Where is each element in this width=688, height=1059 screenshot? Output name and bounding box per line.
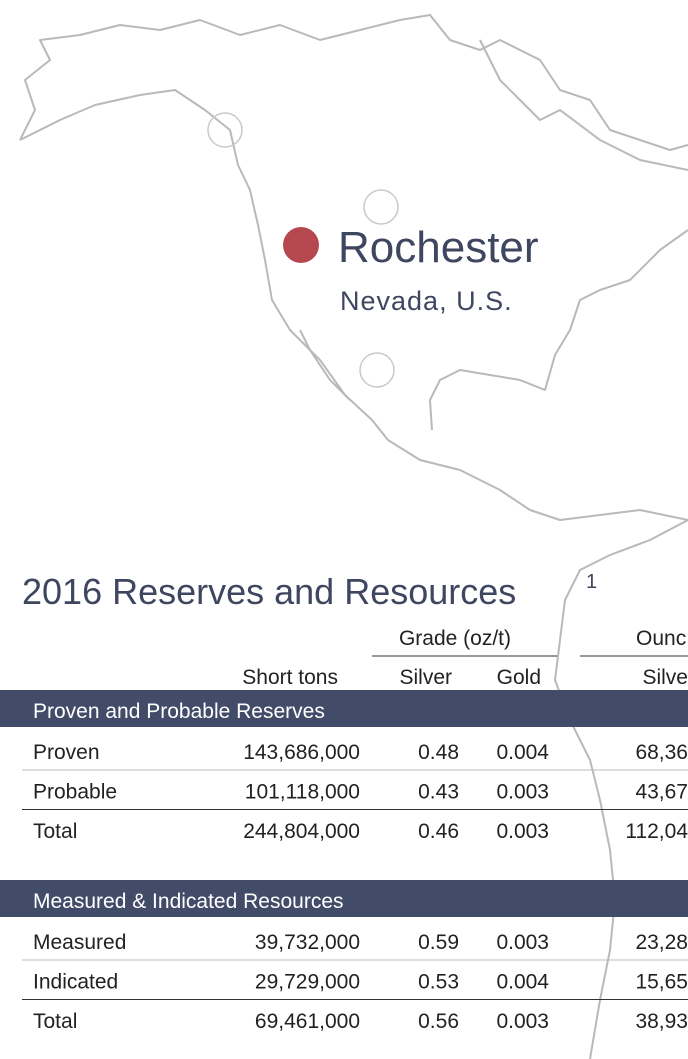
site-ring <box>359 352 395 388</box>
cell-value: 38,93 <box>635 1010 688 1033</box>
cell-value: 0.43 <box>418 781 459 804</box>
section-band <box>0 690 688 727</box>
cell-value: 43,67 <box>635 781 688 804</box>
column-header: Gold <box>497 666 541 689</box>
row-label: Probable <box>33 781 117 804</box>
cell-value: 68,36 <box>635 741 688 764</box>
cell-value: 0.003 <box>496 820 549 843</box>
column-header: Short tons <box>242 666 338 689</box>
cell-value: 0.59 <box>418 931 459 954</box>
cell-value: 0.003 <box>496 1010 549 1033</box>
cell-value: 0.48 <box>418 741 459 764</box>
cell-value: 0.46 <box>418 820 459 843</box>
row-label: Indicated <box>33 971 118 994</box>
cell-value: 143,686,000 <box>243 741 360 764</box>
cell-value: 112,04 <box>625 820 688 843</box>
location-name: Rochester <box>338 223 539 272</box>
location-dot <box>283 227 319 263</box>
group-header: Ounc <box>636 627 686 650</box>
section-heading: Measured & Indicated Resources <box>33 890 344 913</box>
row-label: Total <box>33 820 77 843</box>
row-label: Total <box>33 1010 77 1033</box>
cell-value: 101,118,000 <box>245 781 360 804</box>
location-region: Nevada, U.S. <box>340 286 513 316</box>
site-ring <box>363 189 399 225</box>
section-heading: Proven and Probable Reserves <box>33 700 325 723</box>
reserves-table: Grade (oz/t) Ounc Short tons Silver Gold Silv… <box>0 627 688 1033</box>
column-header: Silver <box>399 666 452 689</box>
group-header: Grade (oz/t) <box>399 627 511 650</box>
cell-value: 29,729,000 <box>255 971 360 994</box>
row-label: Proven <box>33 741 100 764</box>
cell-value: 0.004 <box>496 971 549 994</box>
row-label: Measured <box>33 931 126 954</box>
cell-value: 23,28 <box>635 931 688 954</box>
cell-value: 0.003 <box>496 931 549 954</box>
title-note: 1 <box>586 571 597 593</box>
site-ring <box>207 112 243 148</box>
cell-value: 244,804,000 <box>243 820 360 843</box>
cell-value: 0.56 <box>418 1010 459 1033</box>
cell-value: 0.004 <box>496 741 549 764</box>
cell-value: 0.53 <box>418 971 459 994</box>
section-title: 2016 Reserves and Resources <box>22 571 516 612</box>
cell-value: 0.003 <box>496 781 549 804</box>
column-header: Silve <box>642 666 688 689</box>
cell-value: 15,65 <box>635 971 688 994</box>
cell-value: 39,732,000 <box>255 931 360 954</box>
section-band <box>0 880 688 917</box>
cell-value: 69,461,000 <box>255 1010 360 1033</box>
